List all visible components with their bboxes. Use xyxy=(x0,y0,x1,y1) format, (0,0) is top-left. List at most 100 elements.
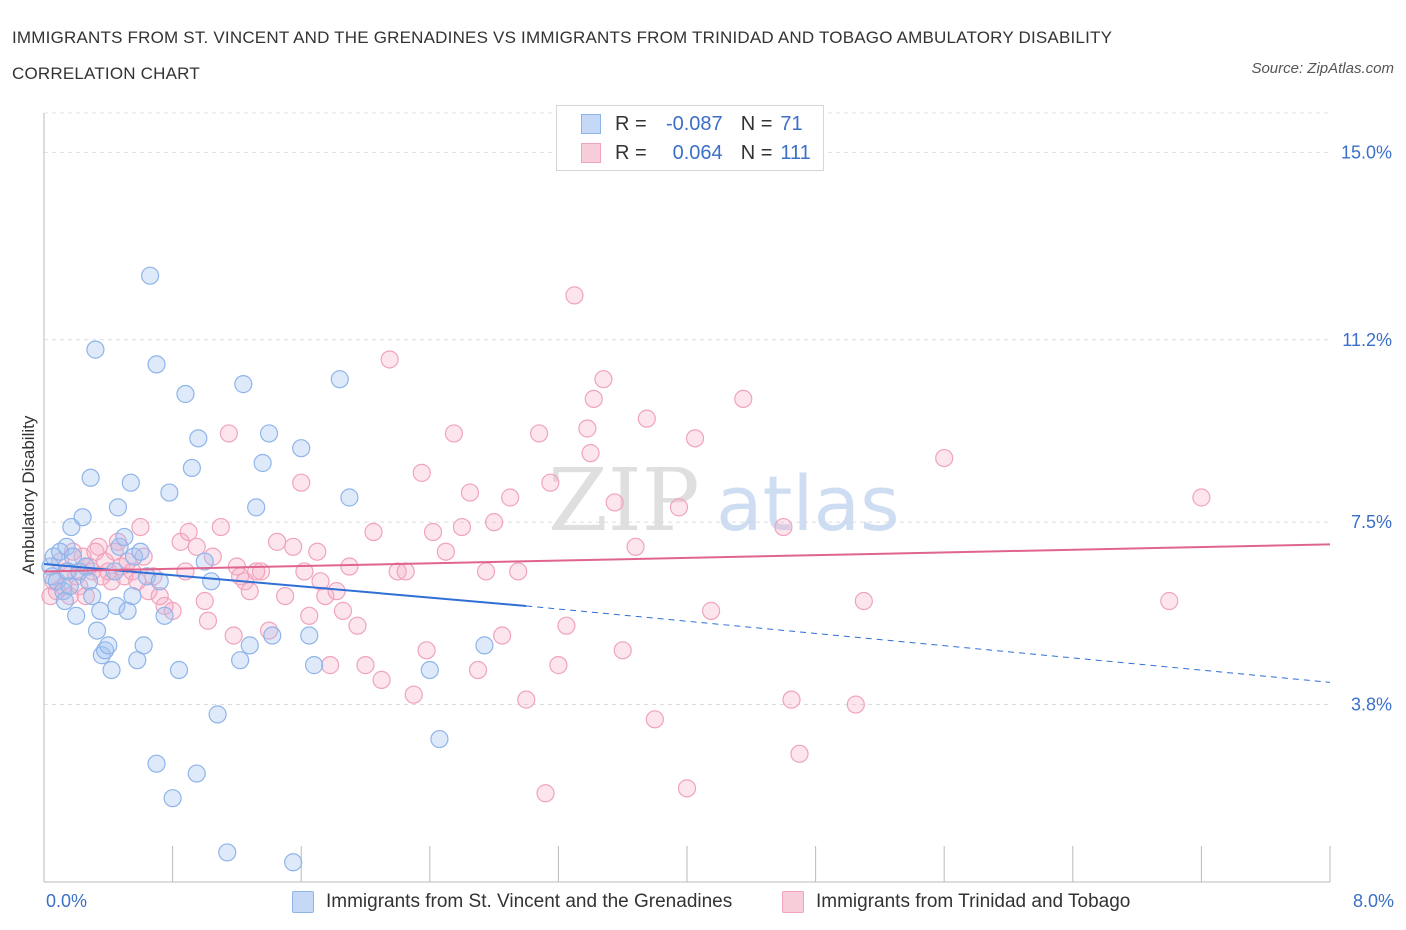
point-trinidad xyxy=(517,690,536,709)
point-trinidad xyxy=(224,626,243,645)
point-trinidad xyxy=(321,656,340,675)
point-trinidad xyxy=(637,409,656,428)
point-trinidad xyxy=(578,419,597,438)
point-stvincent xyxy=(169,660,189,680)
bottom-legend-swatch-blue xyxy=(292,891,314,913)
point-stvincent xyxy=(107,596,126,616)
point-stvincent xyxy=(420,660,439,680)
point-stvincent xyxy=(150,572,169,591)
point-stvincent xyxy=(284,853,303,872)
y-tick-label: 3.8% xyxy=(1351,695,1392,715)
point-trinidad xyxy=(549,656,568,675)
point-trinidad xyxy=(594,370,613,389)
point-trinidad xyxy=(530,424,549,443)
point-trinidad xyxy=(267,532,287,551)
bottom-legend-swatch-pink xyxy=(782,891,804,913)
point-trinidad xyxy=(536,784,555,803)
point-stvincent xyxy=(160,483,179,502)
point-stvincent xyxy=(430,729,449,749)
point-trinidad xyxy=(348,616,367,635)
legend-n-value: 71 xyxy=(780,112,803,135)
point-stvincent xyxy=(247,498,266,517)
point-trinidad xyxy=(565,286,584,305)
point-stvincent xyxy=(330,370,349,389)
point-trinidad xyxy=(179,522,198,542)
point-stvincent xyxy=(263,626,282,645)
point-stvincent xyxy=(67,606,86,625)
point-stvincent xyxy=(189,429,208,448)
point-trinidad xyxy=(605,493,624,512)
point-trinidad xyxy=(150,586,169,606)
point-stvincent xyxy=(121,473,140,492)
point-trinidad xyxy=(251,562,271,581)
point-stvincent xyxy=(240,636,259,655)
point-trinidad xyxy=(493,626,512,645)
point-stvincent xyxy=(83,586,102,606)
point-stvincent xyxy=(292,439,311,458)
point-trinidad xyxy=(187,537,206,556)
y-tick-labels: 3.8% 7.5% 11.2% 15.0% xyxy=(1341,142,1392,714)
point-stvincent xyxy=(99,636,118,655)
point-trinidad xyxy=(452,517,472,537)
point-trinidad xyxy=(364,522,383,542)
point-trinidad xyxy=(356,656,375,675)
point-stvincent xyxy=(234,375,253,394)
point-stvincent xyxy=(110,537,129,556)
point-trinidad xyxy=(501,488,520,507)
point-stvincent xyxy=(182,458,201,478)
point-trinidad xyxy=(702,601,721,620)
source-label: Source: ZipAtlas.com xyxy=(1251,60,1394,77)
x-axis-min-label: 0.0% xyxy=(46,891,88,911)
legend-swatch-pink xyxy=(581,143,601,163)
point-stvincent xyxy=(60,577,79,596)
watermark: ZIP atlas xyxy=(548,451,900,551)
watermark-atlas: atlas xyxy=(716,459,900,548)
point-stvincent xyxy=(140,266,160,285)
point-trinidad xyxy=(1192,488,1211,507)
legend-r-label: R = xyxy=(615,112,647,135)
point-stvincent xyxy=(95,641,115,660)
trend-line-stvincent-extension xyxy=(526,605,1331,683)
point-stvincent xyxy=(231,651,250,670)
point-stvincent xyxy=(218,843,237,862)
legend-n-label: N = xyxy=(740,141,773,164)
legend-r-value: -0.087 xyxy=(665,112,723,135)
point-trinidad xyxy=(774,517,793,537)
point-trinidad xyxy=(134,547,153,566)
x-axis-max-label: 8.0% xyxy=(1352,891,1394,911)
point-trinidad xyxy=(76,586,95,606)
point-trinidad xyxy=(935,448,954,468)
axes xyxy=(43,113,1331,883)
point-trinidad xyxy=(460,483,480,502)
point-trinidad xyxy=(613,641,632,660)
bottom-legend-label: Immigrants from St. Vincent and the Gren… xyxy=(326,891,733,912)
point-stvincent xyxy=(300,626,319,645)
point-trinidad xyxy=(198,611,218,630)
point-trinidad xyxy=(790,744,809,763)
y-axis-label: Ambulatory Disability xyxy=(19,415,38,574)
point-trinidad xyxy=(211,517,230,537)
chart-title: IMMIGRANTS FROM ST. VINCENT AND THE GREN… xyxy=(12,28,1112,83)
point-trinidad xyxy=(677,779,697,798)
point-trinidad xyxy=(444,424,464,443)
point-stvincent xyxy=(86,340,105,359)
point-stvincent xyxy=(108,498,128,517)
point-stvincent xyxy=(304,656,324,675)
point-stvincent xyxy=(202,572,221,591)
point-trinidad xyxy=(300,606,319,625)
legend-n-label: N = xyxy=(740,112,773,135)
legend-r-label: R = xyxy=(615,141,647,164)
trend-line-stvincent xyxy=(43,563,527,607)
point-stvincent xyxy=(259,424,279,443)
point-trinidad xyxy=(645,710,664,729)
point-stvincent xyxy=(87,621,107,640)
point-trinidad xyxy=(195,591,214,611)
point-trinidad xyxy=(423,522,443,542)
legend-row-trinidad: R = 0.064 N = 111 xyxy=(581,139,811,167)
point-trinidad xyxy=(557,616,576,635)
legend-n-value: 111 xyxy=(780,141,811,164)
watermark-zip: ZIP xyxy=(548,451,700,551)
point-trinidad xyxy=(685,429,705,448)
point-stvincent xyxy=(176,384,195,404)
